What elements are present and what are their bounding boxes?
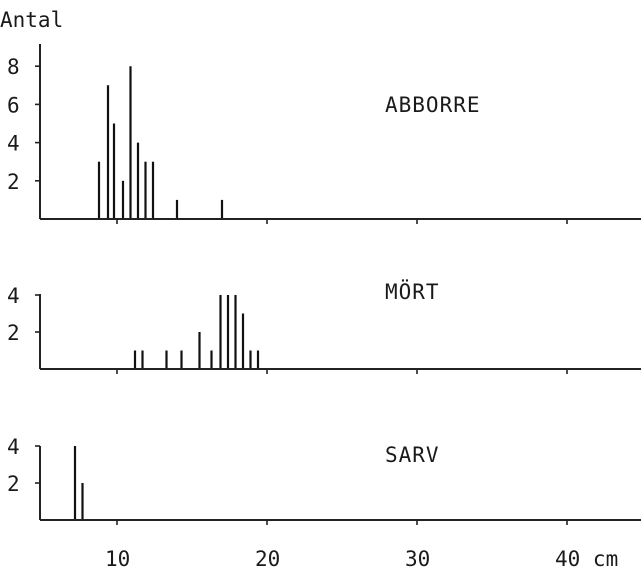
x-axis-tick-labels: 10 20 30 40 cm bbox=[105, 547, 618, 571]
y-tick-label-abborre: 8 bbox=[7, 55, 20, 79]
y-tick-label-abborre: 2 bbox=[7, 170, 20, 194]
y-axis-label: Antal bbox=[0, 8, 63, 32]
panel-title-sarv: SARV bbox=[385, 443, 440, 467]
panel-abborre: ABBORRE 2 4 6 8 bbox=[7, 44, 641, 224]
panel-title-mort: MÖRT bbox=[385, 279, 440, 304]
panel-mort: MÖRT 2 4 bbox=[7, 279, 641, 374]
panel-sarv: SARV 2 4 bbox=[7, 435, 641, 525]
x-tick-label: 40 cm bbox=[555, 547, 618, 571]
y-tick-label-abborre: 6 bbox=[7, 93, 20, 117]
x-tick-label: 30 bbox=[405, 547, 430, 571]
y-tick-label-abborre: 4 bbox=[7, 132, 20, 156]
panel-title-abborre: ABBORRE bbox=[385, 93, 481, 117]
y-tick-label-mort: 2 bbox=[7, 321, 20, 345]
x-tick-label: 20 bbox=[255, 547, 280, 571]
y-tick-label-sarv: 2 bbox=[7, 472, 20, 496]
y-tick-label-mort: 4 bbox=[7, 284, 20, 308]
x-tick-label: 10 bbox=[105, 547, 130, 571]
y-tick-label-sarv: 4 bbox=[7, 435, 20, 459]
